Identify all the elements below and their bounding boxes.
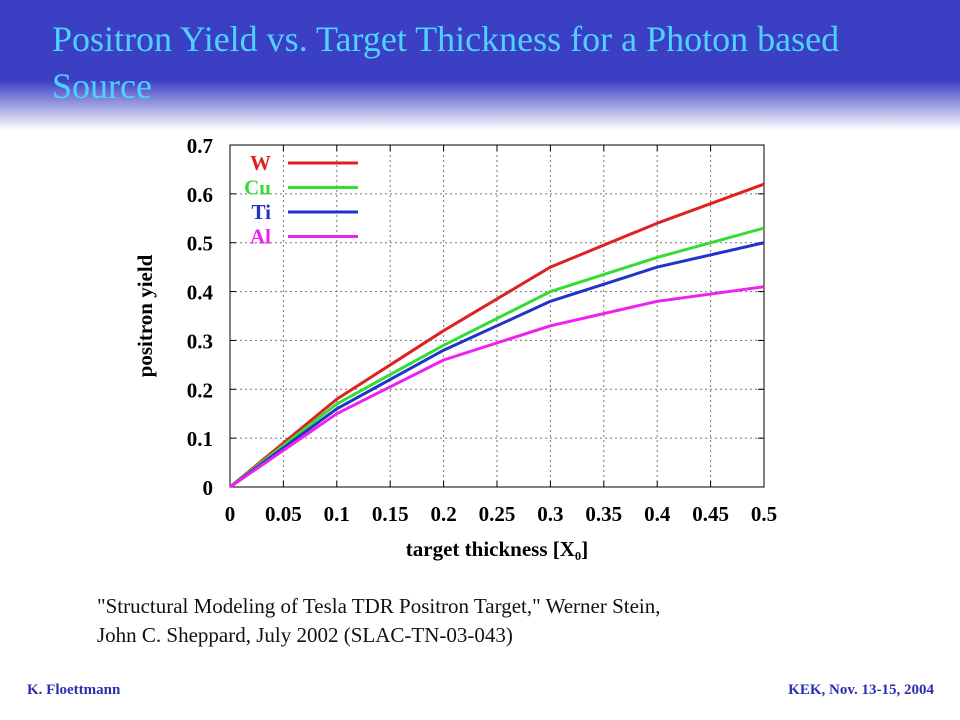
x-tick-label: 0.3	[537, 502, 563, 526]
x-tick-label: 0.05	[265, 502, 302, 526]
footer-author: K. Floettmann	[27, 682, 121, 698]
y-tick-label: 0	[203, 476, 214, 500]
y-tick-labels: 0 0.1 0.2 0.3 0.4 0.5 0.6 0.7	[187, 134, 214, 500]
y-tick-label: 0.7	[187, 134, 213, 158]
x-axis-label: target thickness [X₀]	[406, 537, 588, 561]
citation: "Structural Modeling of Tesla TDR Positr…	[97, 592, 857, 650]
legend-label-ti: Ti	[252, 200, 272, 224]
x-tick-label: 0.5	[751, 502, 777, 526]
legend-label-al: Al	[250, 225, 271, 249]
x-tick-label: 0.35	[585, 502, 622, 526]
y-tick-label: 0.2	[187, 378, 213, 402]
series-line-w	[229, 182, 765, 489]
y-tick-label: 0.4	[187, 281, 214, 305]
series-line-al	[229, 285, 765, 489]
slide-title: Positron Yield vs. Target Thickness for …	[52, 19, 840, 106]
x-tick-label: 0.45	[692, 502, 729, 526]
grid	[229, 144, 765, 488]
y-axis-label: positron yield	[133, 254, 157, 377]
citation-line-1: "Structural Modeling of Tesla TDR Positr…	[97, 594, 661, 618]
footer-event: KEK, Nov. 13-15, 2004	[788, 682, 934, 698]
legend-label-w: W	[250, 151, 271, 175]
y-tick-label: 0.1	[187, 427, 213, 451]
x-tick-label: 0.15	[372, 502, 409, 526]
series-line-ti	[229, 241, 765, 489]
x-tick-label: 0.25	[479, 502, 516, 526]
x-tick-label: 0.4	[644, 502, 671, 526]
positron-yield-chart: 0 0.05 0.1 0.15 0.2 0.25 0.3 0.35 0.4 0.45 0.5 0 0.…	[133, 134, 777, 561]
header-banner	[0, 0, 960, 130]
x-tick-labels: 0 0.05 0.1 0.15 0.2 0.25 0.3 0.35 0.4 0.45 0.5	[225, 502, 777, 526]
x-tick-label: 0.1	[324, 502, 350, 526]
citation-line-2: John C. Sheppard, July 2002 (SLAC-TN-03-…	[97, 623, 513, 647]
y-tick-label: 0.6	[187, 183, 213, 207]
x-tick-label: 0	[225, 502, 236, 526]
series-lines	[229, 182, 765, 489]
legend-label-cu: Cu	[244, 176, 271, 200]
series-line-cu	[229, 226, 765, 489]
y-tick-label: 0.3	[187, 329, 213, 353]
x-tick-label: 0.2	[430, 502, 456, 526]
y-tick-label: 0.5	[187, 232, 213, 256]
